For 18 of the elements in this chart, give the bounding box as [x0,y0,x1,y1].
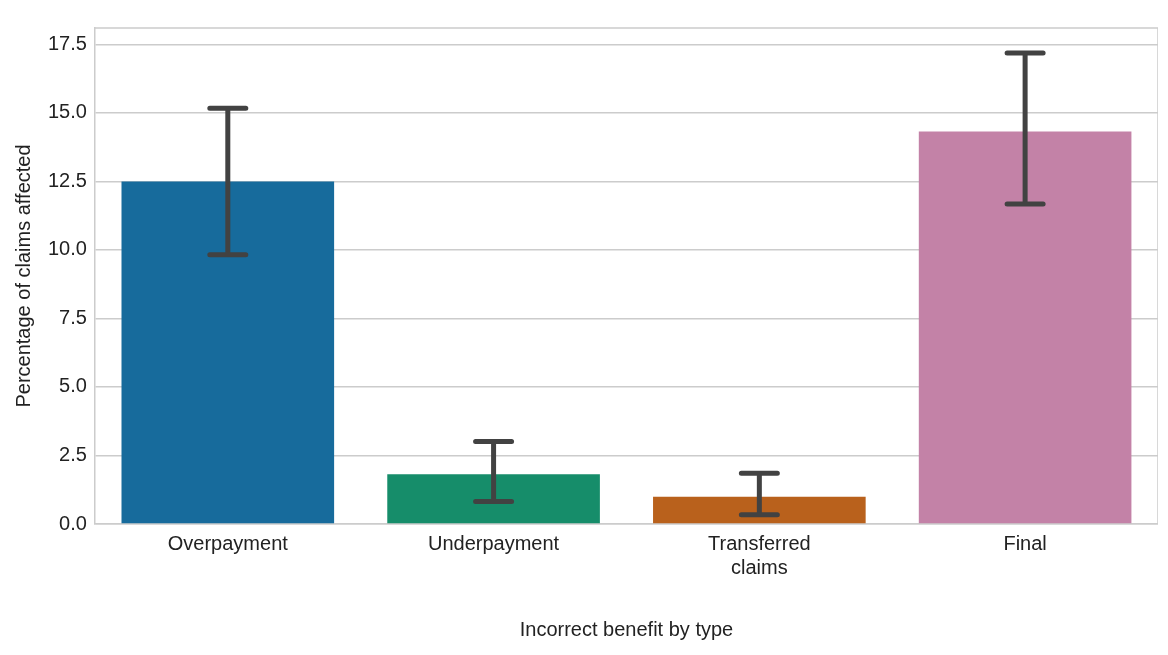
y-axis-title: Percentage of claims affected [11,144,34,408]
x-tick-label: Underpayment [427,531,560,554]
y-tick-label: 5.0 [59,374,87,397]
x-tick-label: Final [1003,531,1047,554]
bar [387,474,600,524]
y-tick-label: 2.5 [59,443,87,466]
y-tick-label: 12.5 [47,168,87,191]
x-tick-label: Transferred claims [708,531,811,578]
bar [653,496,866,524]
y-tick-label: 7.5 [59,305,87,328]
bar [918,131,1132,524]
y-tick-label: 15.0 [47,100,87,123]
x-axis-title: Incorrect benefit by type [519,617,734,640]
y-tick-label: 10.0 [47,237,87,260]
y-tick-label: 17.5 [47,31,87,54]
x-tick-label: Overpayment [167,531,289,554]
y-tick-label: 0.0 [59,511,87,534]
bar [121,181,335,524]
